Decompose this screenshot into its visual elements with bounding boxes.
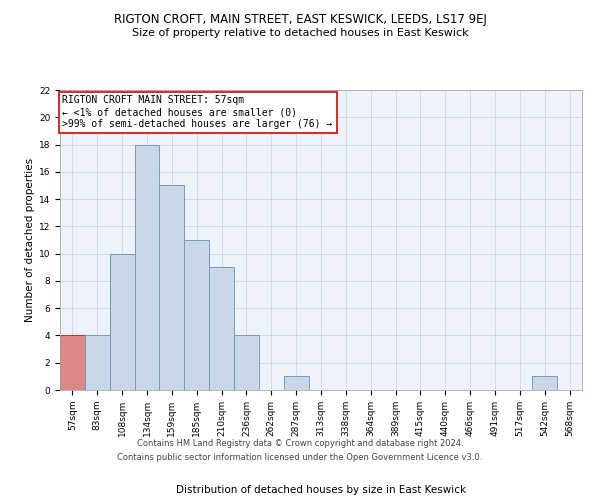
Text: Contains HM Land Registry data © Crown copyright and database right 2024.: Contains HM Land Registry data © Crown c… [137, 438, 463, 448]
Bar [184, 240, 209, 390]
Text: Contains public sector information licensed under the Open Government Licence v3: Contains public sector information licen… [118, 454, 482, 462]
Y-axis label: Number of detached properties: Number of detached properties [25, 158, 35, 322]
Bar [209, 268, 234, 390]
Text: Size of property relative to detached houses in East Keswick: Size of property relative to detached ho… [131, 28, 469, 38]
Bar [532, 376, 557, 390]
Bar [134, 144, 160, 390]
Text: RIGTON CROFT MAIN STREET: 57sqm
← <1% of detached houses are smaller (0)
>99% of: RIGTON CROFT MAIN STREET: 57sqm ← <1% of… [62, 96, 333, 128]
Bar [110, 254, 134, 390]
Bar [234, 336, 259, 390]
Bar [60, 336, 85, 390]
Bar [160, 186, 184, 390]
Text: Distribution of detached houses by size in East Keswick: Distribution of detached houses by size … [176, 485, 466, 495]
Bar [85, 336, 110, 390]
Bar [284, 376, 308, 390]
Text: RIGTON CROFT, MAIN STREET, EAST KESWICK, LEEDS, LS17 9EJ: RIGTON CROFT, MAIN STREET, EAST KESWICK,… [113, 12, 487, 26]
